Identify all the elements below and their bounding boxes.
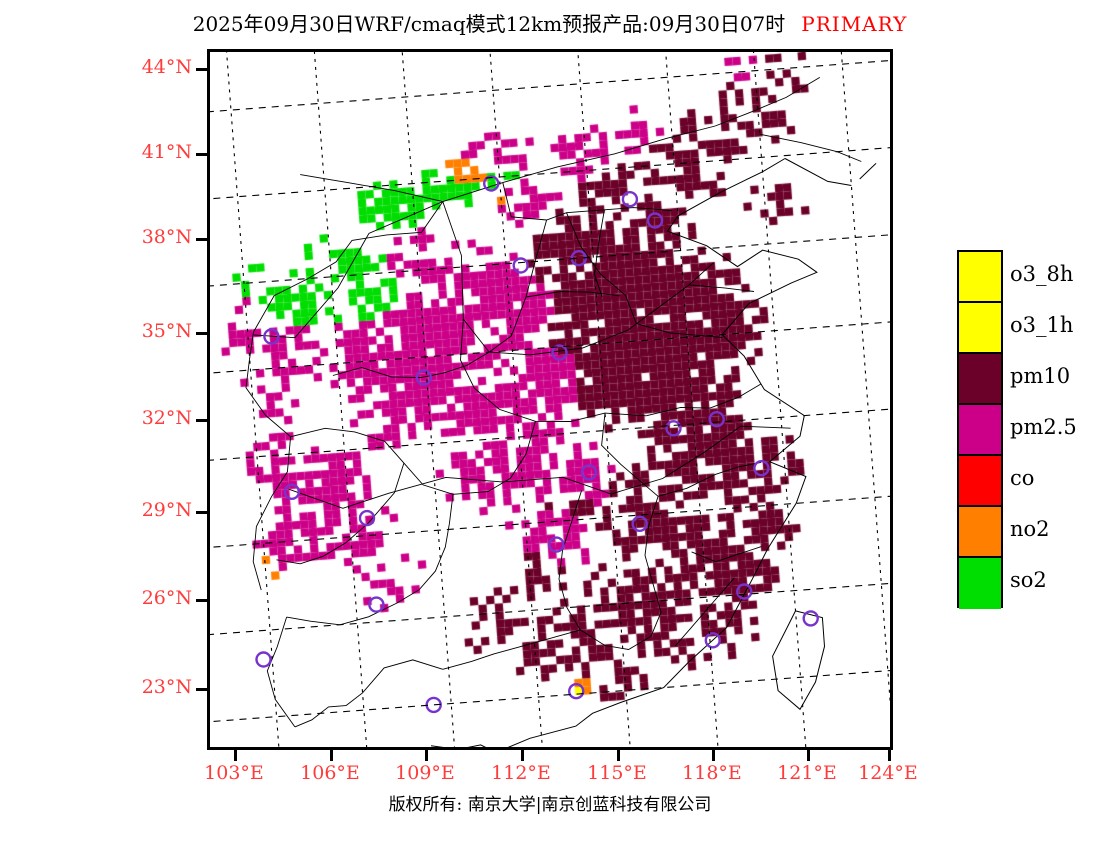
map-plot-area[interactable] <box>207 49 893 750</box>
page-title: 2025年09月30日WRF/cmaq模式12km预报产品:09月30日07时 P… <box>0 8 1100 37</box>
city-marker <box>708 411 725 428</box>
y-axis-label-38N: 38°N <box>141 226 192 248</box>
y-axis-label-32N: 32°N <box>141 407 192 429</box>
city-marker <box>368 596 385 613</box>
y-axis-tick <box>196 599 207 602</box>
y-axis-label-35N: 35°N <box>141 320 192 342</box>
legend-swatch-pm10 <box>959 354 1001 405</box>
x-axis-tick <box>712 750 715 761</box>
legend-swatch-co <box>959 456 1001 507</box>
legend-swatch-o3_1h <box>959 303 1001 354</box>
x-axis-tick <box>888 750 891 761</box>
x-axis-tick <box>330 750 333 761</box>
x-axis-label-103E: 103°E <box>204 762 264 784</box>
y-axis-tick <box>196 332 207 335</box>
copyright-footer: 版权所有: 南京大学|南京创蓝科技有限公司 <box>388 795 712 815</box>
city-marker <box>483 175 500 192</box>
map-plot-inner <box>210 52 890 747</box>
legend-label-o3_1h: o3_1h <box>1010 313 1074 337</box>
y-axis-tick <box>196 419 207 422</box>
legend-swatch-pm2.5 <box>959 405 1001 456</box>
x-axis-label-118E: 118°E <box>682 762 742 784</box>
y-axis-label-26N: 26°N <box>141 587 192 609</box>
legend-swatch-no2 <box>959 507 1001 558</box>
x-axis-label-109E: 109°E <box>395 762 455 784</box>
y-axis-label-44N: 44°N <box>141 56 192 78</box>
city-marker <box>631 515 648 532</box>
city-marker <box>255 651 272 668</box>
x-axis-label-121E: 121°E <box>777 762 837 784</box>
city-marker <box>283 483 301 500</box>
title-badge-primary: PRIMARY <box>801 12 908 36</box>
y-axis-label-23N: 23°N <box>141 676 192 698</box>
legend-label-no2: no2 <box>1010 517 1050 541</box>
city-marker <box>263 328 280 345</box>
city-marker <box>665 420 682 437</box>
x-axis-tick <box>807 750 810 761</box>
legend-color-bar <box>957 250 1003 609</box>
city-marker <box>512 257 529 274</box>
graticule-layer <box>210 52 890 747</box>
city-marker <box>753 460 770 477</box>
title-text: 2025年09月30日WRF/cmaq模式12km预报产品:09月30日07时 <box>192 12 786 36</box>
y-axis-tick <box>196 238 207 241</box>
legend-label-co: co <box>1010 466 1035 490</box>
city-marker <box>646 212 664 229</box>
legend-label-so2: so2 <box>1010 568 1047 592</box>
legend-label-o3_8h: o3_8h <box>1010 262 1074 286</box>
legend-label-pm10: pm10 <box>1010 364 1071 388</box>
city-marker <box>568 683 585 700</box>
legend-swatch-o3_8h <box>959 252 1001 303</box>
x-axis-label-106E: 106°E <box>300 762 360 784</box>
legend-swatch-so2 <box>959 558 1001 609</box>
x-axis-tick <box>234 750 237 761</box>
city-marker <box>704 632 721 649</box>
y-axis-tick <box>196 68 207 71</box>
city-marker <box>580 464 598 481</box>
y-axis-tick <box>196 688 207 691</box>
x-axis-label-112E: 112°E <box>491 762 551 784</box>
city-marker <box>548 536 565 553</box>
city-marker <box>736 583 753 600</box>
pollutant-heatmap-canvas <box>210 52 890 747</box>
x-axis-label-124E: 124°E <box>858 762 918 784</box>
city-marker <box>621 190 639 208</box>
city-marker <box>358 509 376 527</box>
city-marker <box>802 610 819 627</box>
legend-label-pm2.5: pm2.5 <box>1010 415 1077 439</box>
city-marker <box>415 369 433 386</box>
y-axis-tick <box>196 153 207 156</box>
city-marker <box>551 344 568 361</box>
y-axis-tick <box>196 511 207 514</box>
x-axis-label-115E: 115°E <box>587 762 647 784</box>
x-axis-tick <box>617 750 620 761</box>
y-axis-label-29N: 29°N <box>141 499 192 521</box>
y-axis-label-41N: 41°N <box>141 141 192 163</box>
x-axis-tick <box>425 750 428 761</box>
x-axis-tick <box>521 750 524 761</box>
